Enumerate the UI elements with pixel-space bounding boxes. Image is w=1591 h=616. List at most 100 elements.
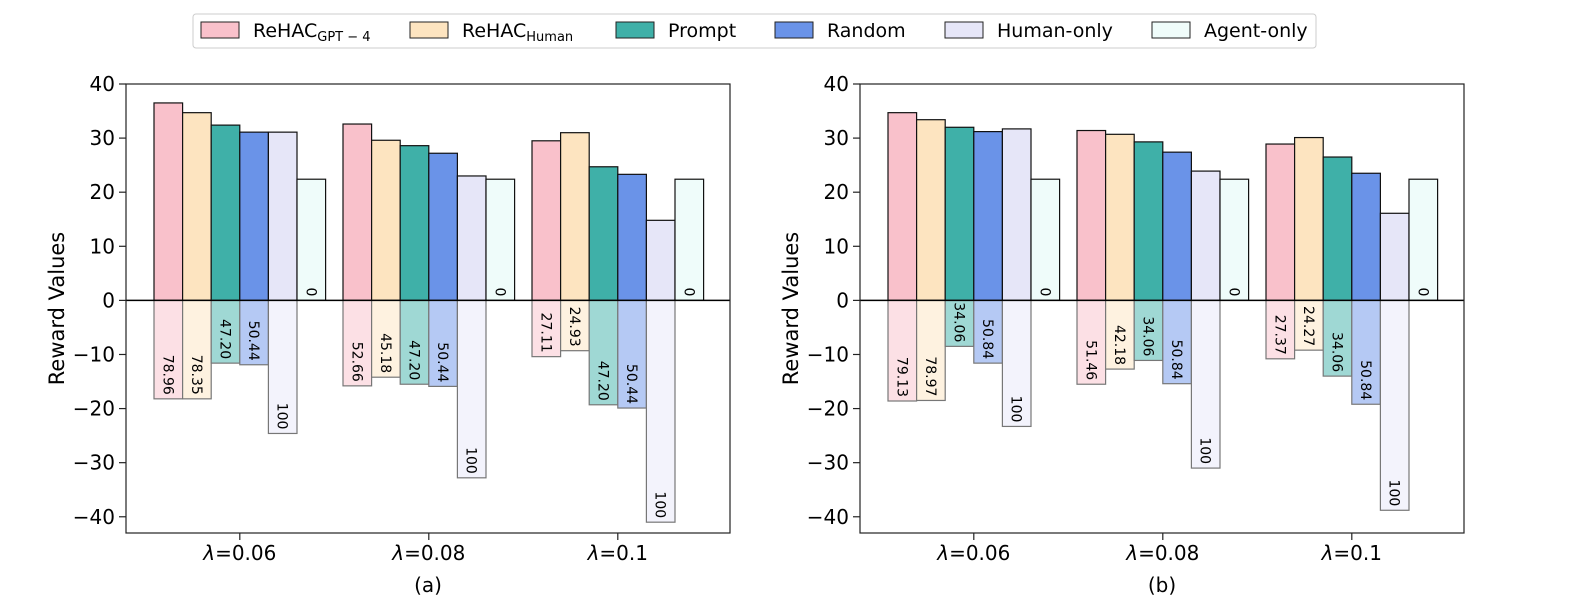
bar-negative	[617, 299, 647, 409]
bar-negative	[1293, 299, 1324, 351]
bar-negative	[915, 299, 946, 402]
bar-positive	[239, 131, 270, 301]
data-label: 100	[1386, 480, 1402, 507]
bar-negative	[153, 299, 184, 400]
data-label: 24.27	[1300, 306, 1316, 346]
panel-caption: (a)	[414, 573, 442, 597]
bar-positive	[588, 166, 619, 301]
legend-swatch	[944, 21, 984, 39]
data-label: 0	[1414, 287, 1430, 296]
bar-positive	[973, 131, 1003, 301]
panel-caption: (b)	[1148, 573, 1176, 597]
bar-positive	[296, 178, 327, 301]
bar-positive	[1001, 128, 1032, 301]
data-label: 100	[652, 491, 668, 518]
y-tick-label: 30	[824, 126, 849, 150]
x-tick-label: λ=0.1	[587, 541, 648, 565]
bar-negative	[1162, 299, 1193, 385]
bar-positive	[399, 145, 430, 301]
bar-positive	[1076, 129, 1107, 301]
bar-positive	[1265, 143, 1296, 301]
bar-positive	[915, 119, 946, 301]
chart-panel-b: 79.13 51.46 27.37 78.97 42.18 24.27 34.06 34.06…	[779, 72, 1465, 597]
y-tick-label: −30	[73, 451, 115, 475]
legend-swatch	[409, 21, 449, 39]
data-label: 100	[1008, 396, 1024, 423]
data-label: 47.20	[406, 340, 422, 380]
data-label: 0	[302, 287, 318, 296]
bar-positive	[210, 124, 241, 301]
bar-positive	[342, 123, 373, 301]
bar-positive	[428, 152, 458, 301]
legend-frame	[192, 13, 1317, 49]
bar-negative	[1379, 299, 1410, 511]
chart-panel-a: 78.96 52.66 27.11 78.35 45.18 24.93 47.20 47.20…	[45, 72, 731, 597]
legend-label: Random	[827, 20, 906, 42]
data-label: 27.11	[537, 313, 553, 353]
legend-swatch	[615, 21, 655, 39]
x-tick-label: λ=0.08	[391, 541, 465, 565]
bar-negative	[1001, 299, 1032, 428]
bar-negative	[210, 299, 241, 364]
data-label: 0	[491, 287, 507, 296]
legend-swatch	[1151, 21, 1191, 39]
y-tick-label: −10	[73, 342, 115, 366]
plot-frame	[859, 83, 1465, 534]
legend-label-subscript: Human	[526, 30, 573, 45]
bar-negative	[399, 299, 430, 385]
bar-negative	[239, 299, 270, 366]
data-label: 34.06	[1329, 332, 1345, 372]
legend-label: Human-only	[997, 20, 1113, 42]
y-axis-label: Reward Values	[45, 232, 69, 386]
data-label: 50.84	[1168, 340, 1184, 380]
data-label: 45.18	[377, 333, 393, 373]
data-label: 47.20	[595, 361, 611, 401]
bar-positive	[1408, 178, 1439, 301]
y-tick-label: −20	[807, 397, 849, 421]
bar-positive	[1190, 170, 1221, 301]
data-label: 0	[1036, 287, 1052, 296]
bar-positive	[559, 132, 590, 301]
data-label: 51.46	[1082, 340, 1098, 380]
legend-label: Prompt	[668, 20, 736, 42]
data-label: 52.66	[348, 342, 364, 382]
bar-positive	[1104, 133, 1135, 301]
bar-positive	[153, 102, 184, 301]
bar-positive	[1030, 178, 1061, 301]
legend: ReHACGPT − 4 ReHACHuman Prompt Random Human-…	[192, 13, 1317, 49]
bar-positive	[1322, 156, 1353, 301]
data-label: 78.97	[922, 356, 938, 396]
data-label: 50.84	[1357, 360, 1373, 400]
legend-label: Agent-only	[1204, 20, 1308, 42]
bar-positive	[887, 112, 918, 301]
bar-negative	[1265, 299, 1296, 360]
bar-positive	[182, 112, 212, 301]
bar-positive	[1162, 151, 1193, 301]
y-tick-label: 10	[824, 234, 849, 258]
bar-positive	[645, 219, 676, 301]
data-label: 50.44	[623, 364, 639, 404]
x-tick-label: λ=0.1	[1321, 541, 1382, 565]
data-label: 0	[1225, 287, 1241, 296]
y-tick-label: 0	[836, 288, 849, 312]
data-label: 50.44	[434, 342, 450, 382]
bar-positive	[371, 139, 401, 301]
x-tick-label: λ=0.06	[202, 541, 276, 565]
y-axis-label: Reward Values	[779, 232, 803, 386]
bar-positive	[674, 178, 705, 301]
data-label: 24.93	[566, 307, 582, 347]
data-label: 0	[680, 287, 696, 296]
legend-label-subscript: GPT − 4	[317, 30, 370, 45]
bar-negative	[1190, 299, 1221, 469]
y-tick-label: 0	[102, 288, 115, 312]
x-tick-label: λ=0.08	[1125, 541, 1199, 565]
data-label: 78.35	[188, 355, 204, 395]
data-label: 27.37	[1271, 315, 1287, 355]
bar-positive	[456, 175, 487, 301]
bar-positive	[1219, 178, 1250, 301]
bar-negative	[973, 299, 1003, 364]
bar-negative	[645, 299, 676, 523]
data-label: 34.06	[951, 302, 967, 342]
bar-positive	[1293, 136, 1324, 301]
bar-positive	[267, 131, 298, 301]
